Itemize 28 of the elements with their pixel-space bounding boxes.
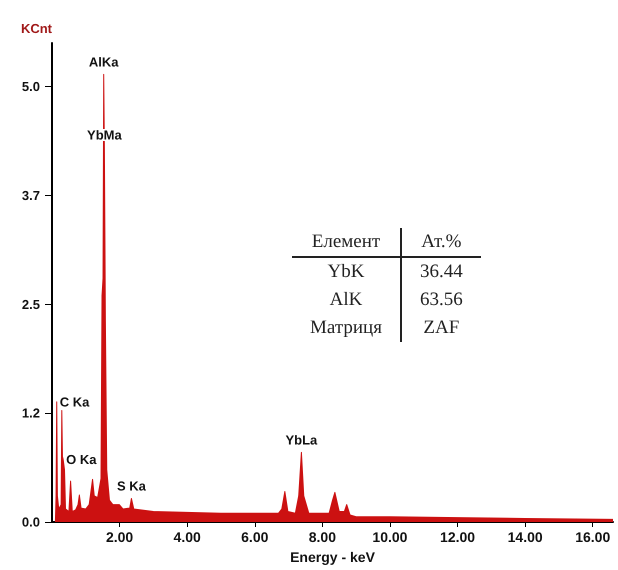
- annotation: 36.44: [400, 257, 481, 286]
- y-axis-title: KCnt: [20, 21, 53, 36]
- annotation: Елемент: [292, 228, 401, 257]
- x-tick-label: 14.00: [508, 529, 543, 545]
- annotation: S Ka: [116, 478, 147, 494]
- annotation: Ат.%: [400, 228, 481, 257]
- annotation: YbLa: [286, 432, 318, 448]
- annotation: C Ka: [60, 394, 90, 410]
- annotation: O Ka: [66, 452, 98, 467]
- annotation: ZAF: [400, 314, 481, 342]
- x-tick-label: 4.00: [174, 529, 202, 545]
- x-tick-label: 10.00: [372, 529, 408, 545]
- annotation: Матриця: [309, 316, 383, 340]
- y-tick-label: 3.7: [22, 188, 40, 203]
- x-tick-label: 12.00: [440, 529, 476, 545]
- annotation: YbK: [326, 260, 366, 284]
- x-tick-label: 8.00: [308, 529, 336, 545]
- x-tick-label: 16.00: [575, 529, 610, 545]
- x-tick-label: 2.00: [106, 529, 134, 545]
- annotation: 63.56: [400, 286, 481, 314]
- x-axis-title: Energy - keV: [290, 549, 376, 565]
- annotation: AlKa: [88, 54, 120, 70]
- y-tick-label: 2.5: [22, 296, 40, 312]
- y-tick-label: 0.0: [22, 514, 40, 530]
- y-tick-label: 5.0: [22, 79, 40, 94]
- x-tick-label: 6.00: [241, 529, 269, 545]
- y-tick-label: 1.2: [22, 406, 40, 421]
- annotation: AlK: [328, 288, 364, 312]
